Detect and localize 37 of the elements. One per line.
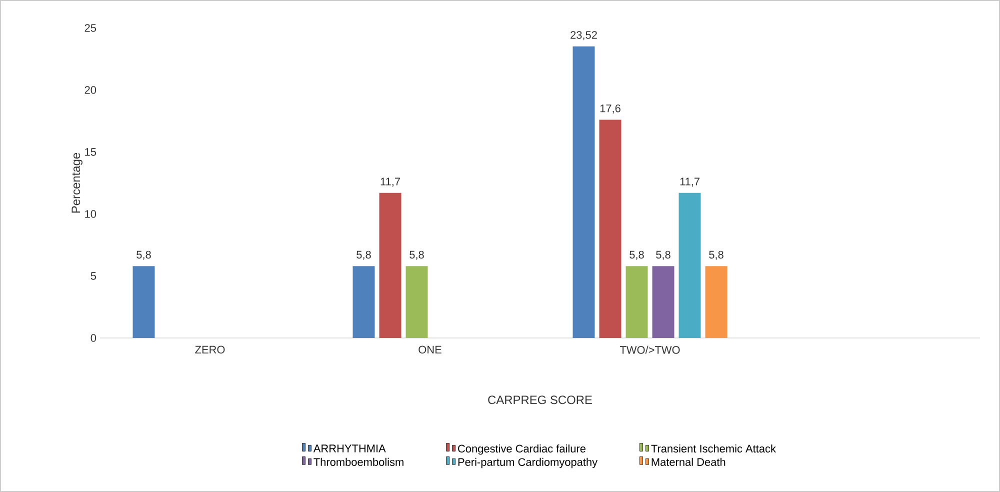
data-label: 23,52 [570,31,597,40]
data-label: 5,8 [630,250,644,260]
x-tick-label: ZERO [195,346,225,354]
bar [406,266,428,338]
bar [652,266,674,338]
data-label: 5,8 [656,250,670,260]
bar [572,46,595,338]
legend-label: Peri-partum Cardiomyopathy [458,458,598,468]
bar [132,266,155,338]
x-tick-label: TWO/>TWO [620,346,680,354]
x-axis-title: CARPREG SCORE [488,396,592,404]
data-label: 5,8 [136,250,151,260]
data-label: 5,8 [709,250,724,260]
data-label: 5,8 [410,250,424,260]
data-label: 5,8 [356,250,371,260]
bar [352,266,375,338]
bar [599,120,622,338]
bar [379,192,402,338]
data-label: 11,7 [680,178,700,187]
x-tick-label: ONE [418,346,442,354]
y-tick-label: 20 [84,86,96,94]
legend-label: Congestive Cardiac failure [458,444,586,455]
data-label: 17,6 [600,104,620,114]
y-axis-title: Percentage [72,152,82,213]
legend-label: Transient Ischemic Attack [651,444,776,453]
y-tick-label: 0 [90,334,96,342]
data-label: 11,7 [380,178,400,187]
legend-label: Thromboembolism [314,458,404,466]
y-tick-label: 15 [85,148,96,156]
y-tick-label: 10 [85,210,96,218]
bar [626,266,648,338]
y-tick-label: 25 [84,24,96,32]
legend-label: Maternal Death [652,458,726,466]
y-tick-label: 5 [90,272,96,280]
bar [678,192,701,338]
legend-label: ARRHYTHMIA [313,444,386,452]
bar [705,266,728,338]
